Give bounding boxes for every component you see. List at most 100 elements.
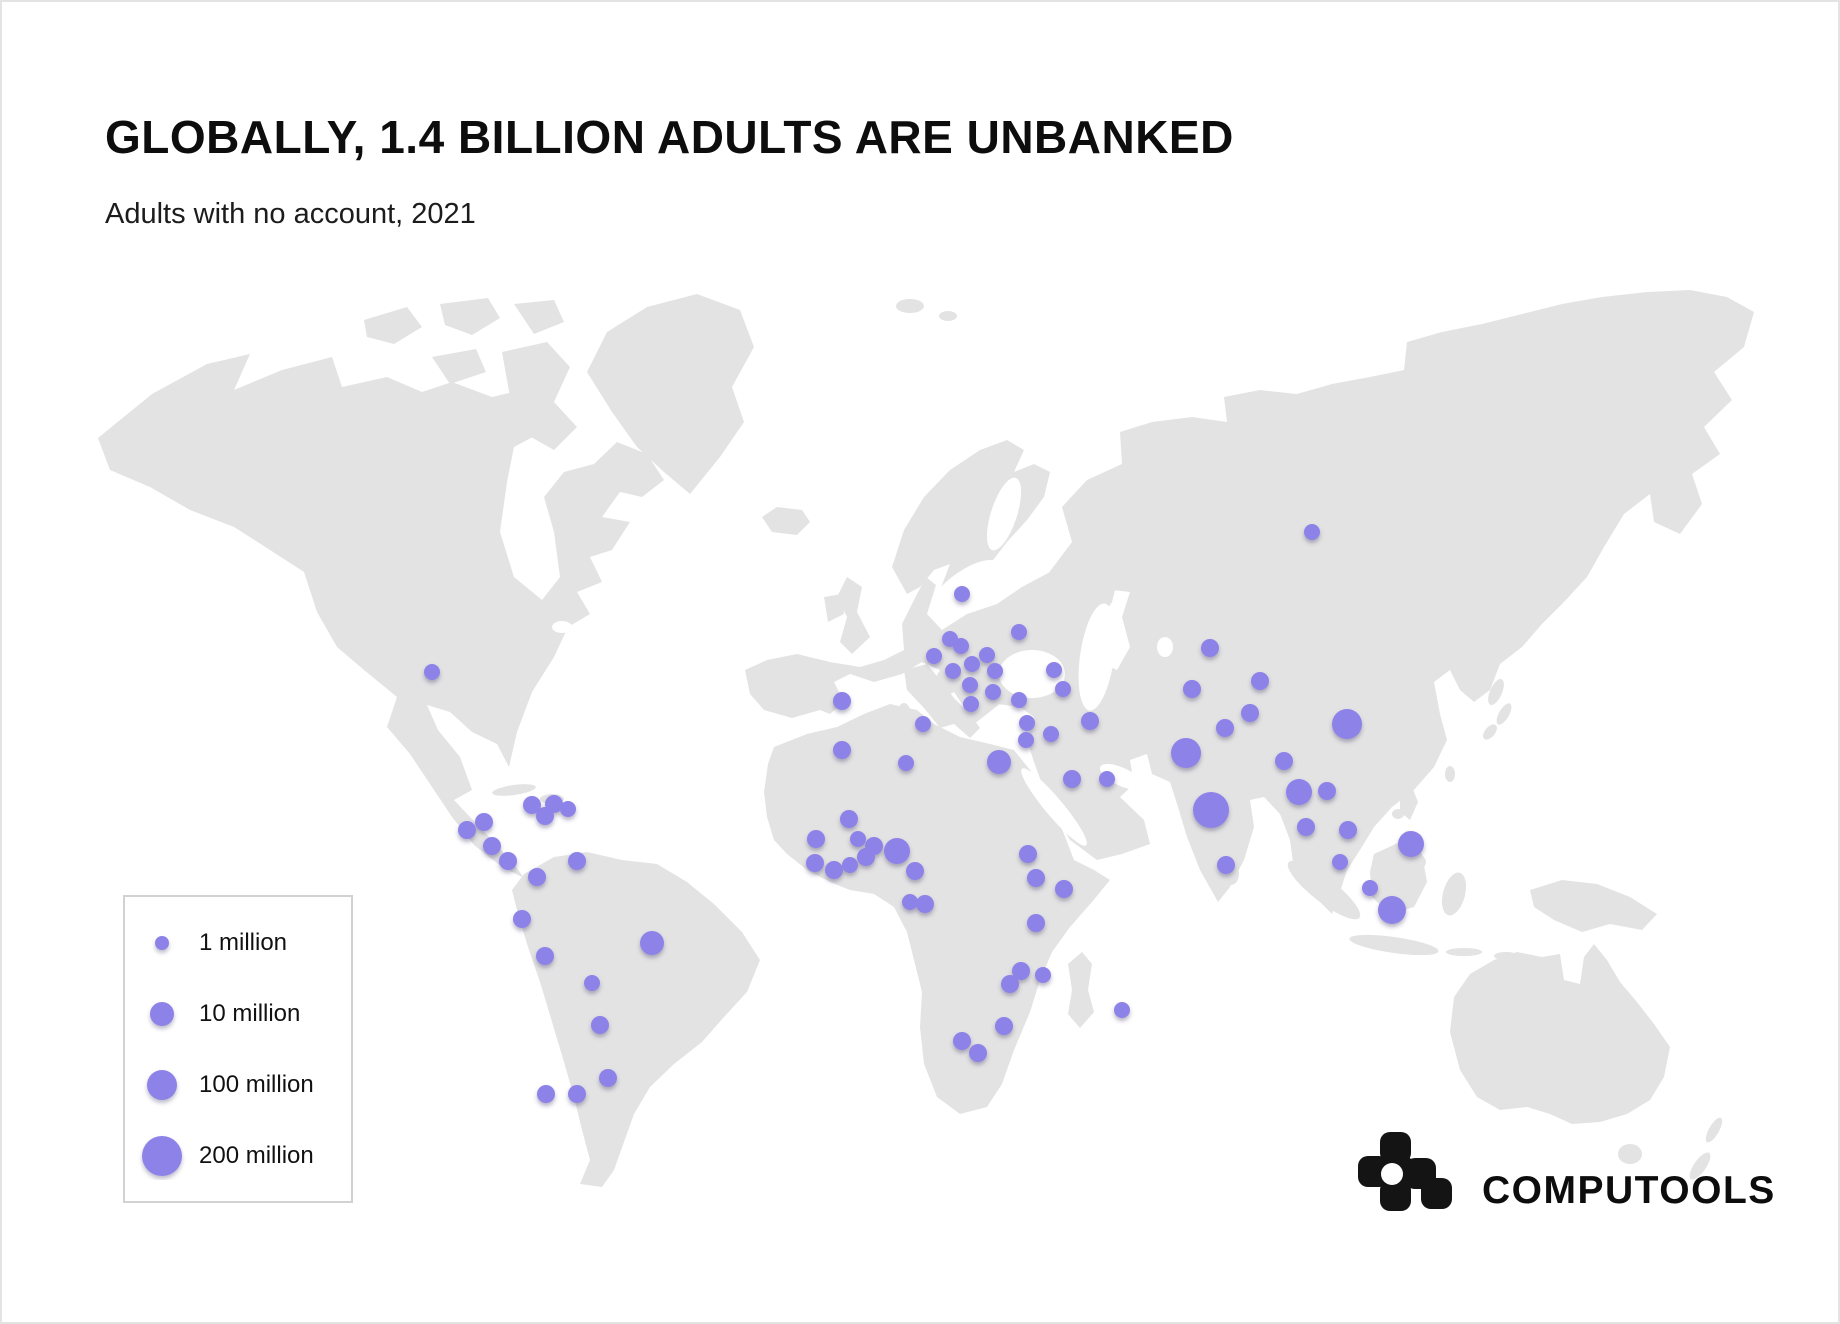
data-bubble — [954, 586, 970, 602]
persian-gulf-shape — [1099, 763, 1145, 791]
baltic-sea-shape — [931, 559, 999, 613]
legend-bubble-icon — [150, 1001, 174, 1026]
size-legend: 1 million 10 million 100 million 200 millio… — [123, 895, 353, 1203]
data-bubble — [1332, 709, 1362, 739]
legend-item: 10 million — [125, 990, 351, 1038]
data-bubble — [523, 796, 541, 814]
data-bubble — [560, 801, 576, 817]
data-bubble — [1011, 624, 1027, 640]
legend-item: 1 million — [125, 919, 351, 967]
data-bubble — [1398, 831, 1424, 857]
data-bubble — [1318, 782, 1336, 800]
data-bubble — [953, 638, 969, 654]
data-bubble — [850, 831, 866, 847]
legend-bubble-icon — [142, 1135, 182, 1176]
data-bubble — [1217, 856, 1235, 874]
bubble-layer — [424, 524, 1424, 1103]
north-america-shape — [98, 354, 664, 878]
australia-shape — [1450, 944, 1670, 1124]
japan-shape — [1488, 678, 1504, 706]
data-bubble — [537, 1085, 555, 1103]
svalbard-shape-2 — [939, 311, 957, 321]
taiwan-shape — [1445, 766, 1455, 782]
data-bubble — [599, 1069, 617, 1087]
legend-item-label: 1 million — [199, 928, 288, 956]
data-bubble — [985, 684, 1001, 700]
data-bubble — [825, 861, 843, 879]
data-bubble — [926, 648, 942, 664]
data-bubble — [536, 807, 554, 825]
data-bubble — [536, 947, 554, 965]
data-bubble — [584, 975, 600, 991]
caspian-sea-shape — [1078, 603, 1116, 711]
data-bubble — [1339, 821, 1357, 839]
page-subtitle: Adults with no account, 2021 — [105, 198, 476, 230]
data-bubble — [1046, 662, 1062, 678]
data-bubble — [1019, 715, 1035, 731]
data-bubble — [916, 895, 934, 913]
data-bubble — [513, 910, 531, 928]
data-bubble — [1183, 680, 1201, 698]
data-bubble — [1193, 792, 1229, 828]
hudson-bay-shape — [509, 500, 549, 584]
great-lakes-shape-3 — [596, 624, 614, 636]
data-bubble — [963, 696, 979, 712]
data-bubble — [483, 837, 501, 855]
lesser-sunda-shape — [1446, 948, 1482, 956]
data-bubble — [1011, 692, 1027, 708]
page-title: GLOBALLY, 1.4 BILLION ADULTS ARE UNBANKE… — [105, 111, 1234, 163]
data-bubble — [1275, 752, 1293, 770]
data-bubble — [499, 852, 517, 870]
data-bubble — [568, 852, 586, 870]
data-bubble — [458, 821, 476, 839]
data-bubble — [807, 830, 825, 848]
brand-name: COMPUTOOLS — [1482, 1169, 1776, 1212]
java-shape — [1349, 934, 1439, 956]
borneo-shape — [1370, 842, 1427, 914]
data-bubble — [953, 1032, 971, 1050]
svalbard-shape — [896, 299, 924, 313]
data-bubble — [1043, 726, 1059, 742]
legend-item-label: 200 million — [199, 1141, 314, 1169]
new-guinea-shape — [1530, 880, 1657, 932]
data-bubble — [1286, 779, 1312, 805]
south-america-shape — [512, 852, 760, 1187]
british-isles-shape — [824, 577, 870, 654]
greenland-shape — [587, 294, 754, 494]
data-bubble — [1216, 719, 1234, 737]
legend-item-label: 10 million — [199, 999, 301, 1027]
japan-shape-2 — [1496, 703, 1512, 725]
data-bubble — [1019, 845, 1037, 863]
legend-item: 200 million — [125, 1132, 351, 1180]
data-bubble — [840, 810, 858, 828]
data-bubble — [1304, 524, 1320, 540]
data-bubble — [568, 1085, 586, 1103]
data-bubble — [979, 647, 995, 663]
data-bubble — [902, 894, 918, 910]
data-bubble — [906, 862, 924, 880]
data-bubble — [995, 1017, 1013, 1035]
computools-pixel-mark-icon — [1358, 1132, 1452, 1211]
data-bubble — [1171, 738, 1201, 768]
data-bubble — [1063, 770, 1081, 788]
aral-sea-shape — [1157, 637, 1173, 657]
data-bubble — [1362, 880, 1378, 896]
legend-bubble-icon — [155, 935, 169, 950]
italy-shape — [904, 664, 980, 738]
data-bubble — [424, 664, 440, 680]
data-bubble — [1001, 975, 1019, 993]
data-bubble — [1297, 818, 1315, 836]
japan-shape-3 — [1483, 724, 1497, 740]
data-bubble — [898, 755, 914, 771]
data-bubble — [915, 716, 931, 732]
data-bubble — [1027, 869, 1045, 887]
data-bubble — [591, 1016, 609, 1034]
novaya-zemlya-shape — [1123, 425, 1165, 483]
data-bubble — [962, 677, 978, 693]
data-bubble — [1081, 712, 1099, 730]
data-bubble — [1018, 732, 1034, 748]
data-bubble — [1332, 854, 1348, 870]
data-bubble — [987, 663, 1003, 679]
data-bubble — [1035, 967, 1051, 983]
madagascar-shape — [1068, 952, 1094, 1028]
